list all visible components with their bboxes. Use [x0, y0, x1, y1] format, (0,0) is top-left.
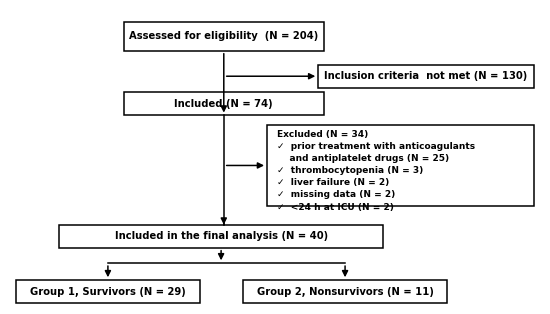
Text: Assessed for eligibility  (N = 204): Assessed for eligibility (N = 204) — [129, 31, 318, 41]
Text: Included in the final analysis (N = 40): Included in the final analysis (N = 40) — [114, 231, 328, 241]
FancyBboxPatch shape — [59, 225, 383, 248]
FancyBboxPatch shape — [267, 125, 534, 206]
Text: Group 2, Nonsurvivors (N = 11): Group 2, Nonsurvivors (N = 11) — [257, 287, 433, 297]
Text: Inclusion criteria  not met (N = 130): Inclusion criteria not met (N = 130) — [324, 71, 527, 81]
Text: Excluded (N = 34)
✓  prior treatment with anticoagulants
    and antiplatelet dr: Excluded (N = 34) ✓ prior treatment with… — [277, 130, 475, 212]
FancyBboxPatch shape — [243, 280, 448, 303]
FancyBboxPatch shape — [318, 65, 534, 88]
FancyBboxPatch shape — [124, 22, 323, 51]
Text: Group 1, Survivors (N = 29): Group 1, Survivors (N = 29) — [30, 287, 186, 297]
Text: Included (N = 74): Included (N = 74) — [174, 99, 273, 109]
FancyBboxPatch shape — [16, 280, 200, 303]
FancyBboxPatch shape — [124, 92, 323, 116]
